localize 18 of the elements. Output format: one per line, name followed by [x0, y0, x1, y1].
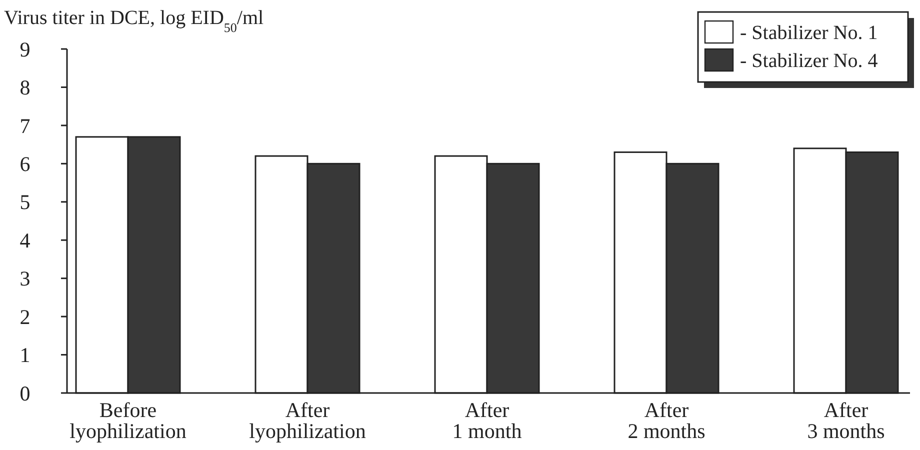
y-tick-label: 4 — [20, 228, 31, 252]
y-tick-label: 8 — [20, 76, 30, 100]
y-tick-label: 9 — [20, 37, 30, 62]
x-tick-label: After 2 months — [628, 398, 706, 443]
y-tick-label: 0 — [20, 381, 30, 406]
y-tick-label: 7 — [20, 114, 30, 138]
x-tick-label: After 3 months — [807, 398, 885, 443]
x-tick-label: After lyophilization — [249, 398, 366, 443]
y-tick-label: 3 — [20, 266, 30, 291]
y-axis-title: Virus titer in DCE, log EID$_{50}$/ml — [4, 7, 264, 34]
y-tick-label: 5 — [20, 190, 30, 214]
x-tick-label: After 1 month — [452, 398, 522, 443]
legend-label: - Stabilizer No. 1 — [740, 22, 878, 44]
y-tick-label: 2 — [20, 304, 30, 329]
legend-label: - Stabilizer No. 4 — [740, 50, 878, 72]
y-tick-label: 1 — [20, 343, 30, 368]
x-tick-label: Before lyophilization — [70, 398, 187, 443]
y-tick-label: 6 — [20, 152, 30, 176]
